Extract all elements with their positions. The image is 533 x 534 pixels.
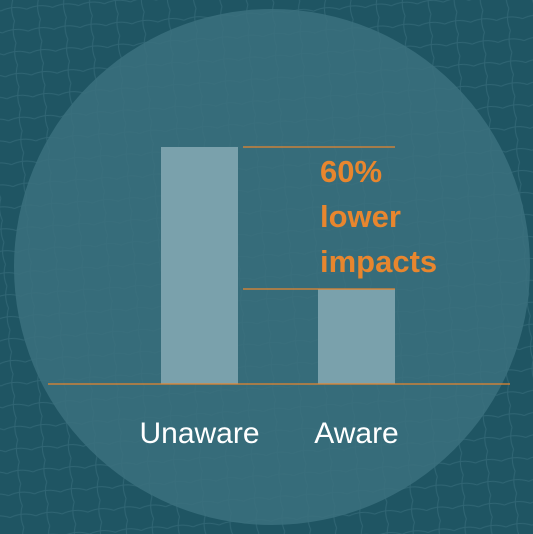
annotation-line-1: 60%: [320, 154, 382, 189]
category-label-unaware: Unaware: [139, 417, 259, 450]
bar-aware: [318, 289, 395, 384]
bars-group: [161, 147, 395, 384]
background-circle: [14, 9, 530, 525]
annotation-line-3: impacts: [320, 244, 437, 279]
category-labels: Unaware Aware: [139, 417, 398, 450]
category-label-aware: Aware: [314, 417, 399, 450]
annotation-line-2: lower: [320, 199, 401, 234]
bar-unaware: [161, 147, 238, 384]
